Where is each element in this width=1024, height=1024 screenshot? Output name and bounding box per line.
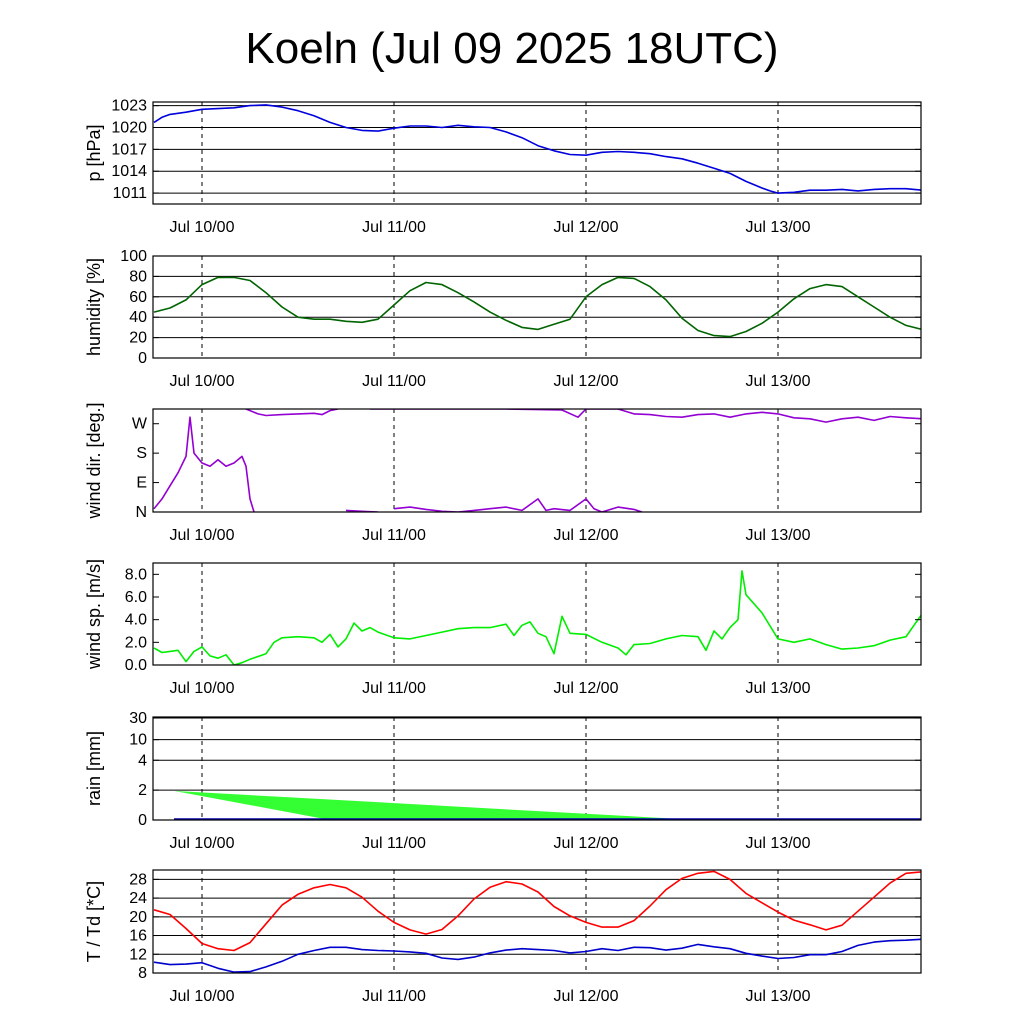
y-tick-label: 80: [129, 268, 147, 285]
x-tick-label: Jul 12/00: [554, 373, 619, 390]
x-tick-label: Jul 12/00: [554, 527, 619, 544]
y-tick-label: 20: [129, 909, 147, 926]
rain-panel: 0 2 4 10 30 Jul 10/00 Jul 11/00 Jul 12/00 Jul 13…: [84, 710, 922, 852]
y-axis-label: p [hPa]: [84, 124, 104, 181]
plot-frame: [152, 408, 922, 513]
x-tick-label: Jul 12/00: [554, 835, 619, 852]
plot-frame: [152, 869, 922, 974]
x-tick-label: Jul 11/00: [362, 988, 426, 1005]
y-tick-label: 28: [129, 871, 147, 888]
x-tick-label: Jul 10/00: [170, 988, 235, 1005]
x-tick-label: Jul 11/00: [362, 219, 426, 236]
y-tick-label: 100: [120, 248, 147, 265]
y-tick-label: 1020: [111, 120, 147, 137]
x-tick-label: Jul 12/00: [554, 219, 619, 236]
y-axis-label: rain [mm]: [84, 731, 104, 806]
y-tick-label: 8: [138, 965, 147, 982]
x-tick-label: Jul 10/00: [170, 835, 235, 852]
plot-frame: [152, 562, 922, 666]
y-tick-label: 8.0: [125, 566, 147, 583]
wind-speed-series-0: [153, 570, 921, 665]
y-tick-label: 6.0: [125, 589, 147, 606]
y-tick-label: 60: [129, 289, 147, 306]
rain-area: [174, 790, 698, 820]
y-axis-label: humidity [%]: [84, 258, 104, 356]
chart-title: Koeln (Jul 09 2025 18UTC): [245, 24, 779, 73]
x-tick-label: Jul 13/00: [746, 835, 811, 852]
y-tick-label: 1011: [113, 185, 148, 202]
wind-dir-series-4: [393, 498, 643, 512]
y-tick-label: 1023: [111, 98, 147, 115]
y-tick-label: 12: [129, 946, 147, 963]
wind-dir-series-1: [245, 409, 339, 417]
y-tick-label: 2: [138, 782, 147, 799]
y-tick-label: 4.0: [125, 612, 147, 629]
plot-frame: [152, 716, 922, 821]
wind-dir-series-2: [370, 409, 921, 423]
x-tick-label: Jul 13/00: [746, 373, 811, 390]
x-tick-label: Jul 10/00: [170, 373, 235, 390]
y-axis-label: T / Td [*C]: [84, 881, 104, 962]
y-tick-label: 1014: [111, 163, 147, 180]
x-tick-label: Jul 12/00: [554, 680, 619, 697]
y-axis-label: wind sp. [m/s]: [84, 559, 104, 670]
x-tick-label: Jul 13/00: [746, 527, 811, 544]
y-tick-label: 1017: [111, 141, 147, 158]
x-tick-label: Jul 13/00: [746, 219, 811, 236]
x-tick-label: Jul 10/00: [170, 219, 235, 236]
y-tick-label: E: [136, 475, 147, 492]
plot-frame: [152, 255, 922, 359]
y-tick-label: 2.0: [125, 634, 147, 651]
humidity-panel: 0 20 40 60 80 100 Jul 10/00 Jul 11/00 Jul 12/00 J…: [84, 248, 922, 390]
x-tick-label: Jul 12/00: [554, 988, 619, 1005]
x-tick-label: Jul 11/00: [362, 835, 426, 852]
y-tick-label: 0: [138, 350, 147, 367]
y-axis-label: wind dir. [deg.]: [84, 402, 104, 519]
humidity-series-0: [153, 276, 921, 338]
y-tick-label: N: [135, 504, 147, 521]
wind-speed-panel: 0.0 2.0 4.0 6.0 8.0 Jul 10/00 Jul 11/00 Jul 12/…: [84, 559, 922, 697]
x-tick-label: Jul 11/00: [362, 373, 426, 390]
y-tick-label: 20: [129, 330, 147, 347]
y-tick-label: 0: [138, 812, 147, 829]
y-tick-label: 30: [129, 710, 147, 727]
y-tick-label: W: [132, 416, 148, 433]
y-tick-label: 24: [129, 890, 147, 907]
y-tick-label: 16: [129, 928, 147, 945]
pressure-panel: 1011 1014 1017 1020 1023 Jul 10/00 Jul 11/00 Ju…: [84, 98, 922, 236]
x-tick-label: Jul 11/00: [362, 527, 426, 544]
y-tick-label: 10: [129, 732, 147, 749]
y-tick-label: 0.0: [125, 657, 147, 674]
x-tick-label: Jul 13/00: [746, 988, 811, 1005]
x-tick-label: Jul 10/00: [170, 680, 235, 697]
y-tick-label: S: [136, 445, 147, 462]
x-tick-label: Jul 11/00: [362, 680, 426, 697]
temperature-series-0: [153, 870, 921, 952]
wind-dir-series-0: [153, 416, 255, 512]
x-tick-label: Jul 10/00: [170, 527, 235, 544]
y-tick-label: 4: [138, 752, 147, 769]
y-tick-label: 40: [129, 309, 147, 326]
x-tick-label: Jul 13/00: [746, 680, 811, 697]
plot-frame: [152, 101, 922, 205]
pressure-series-0: [153, 104, 921, 194]
temperature-series-1: [153, 938, 921, 973]
